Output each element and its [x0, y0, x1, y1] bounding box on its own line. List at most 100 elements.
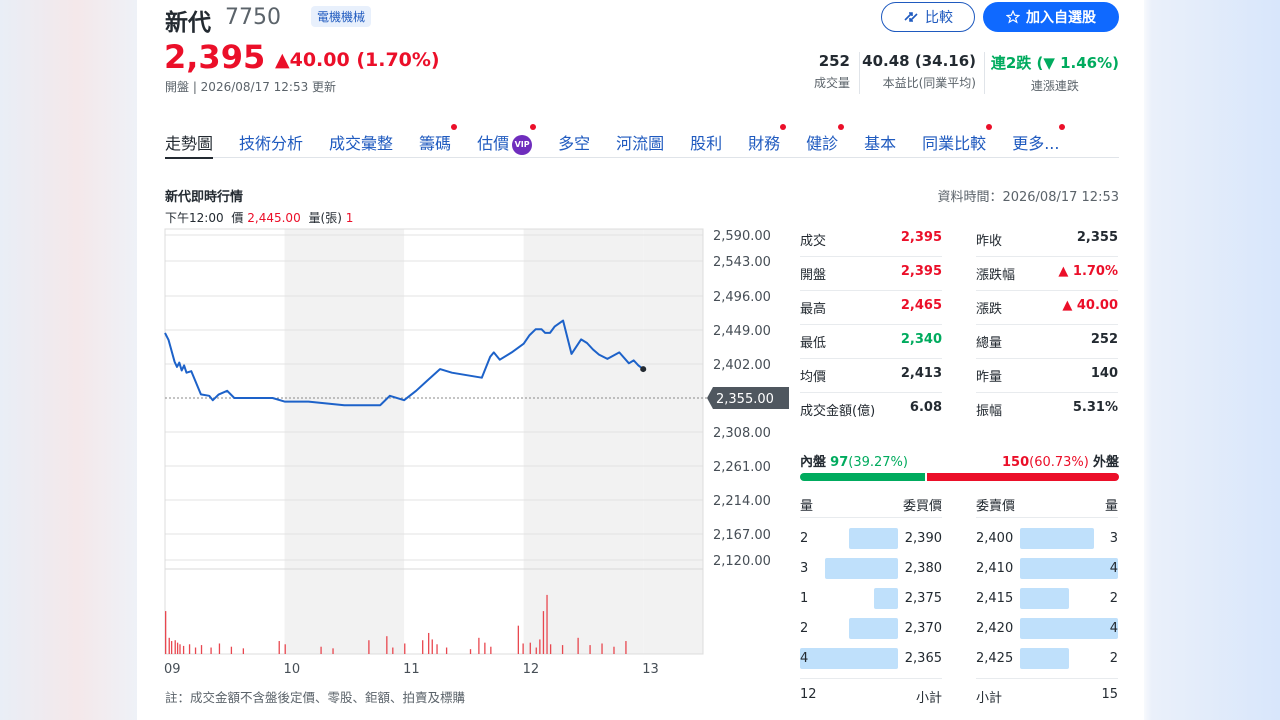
- ask-price: 2,410: [976, 561, 1014, 576]
- volume-bar: [320, 646, 322, 654]
- stock-name: 新代: [165, 10, 211, 36]
- row-divider: [800, 324, 942, 325]
- quote-value: ▲ 40.00: [1062, 298, 1118, 313]
- stock-code: 7750: [225, 5, 281, 30]
- volume-bar: [200, 645, 203, 654]
- tab-label: 成交彙整: [329, 134, 394, 153]
- tab-label: 財務: [748, 134, 781, 153]
- volume-bar: [278, 641, 280, 654]
- bid-price: 2,390: [904, 531, 942, 546]
- bid-price: 2,380: [904, 561, 942, 576]
- quote-value: 140: [1090, 366, 1118, 381]
- ask-qty: 4: [1109, 621, 1118, 636]
- compare-button[interactable]: 比較: [881, 2, 975, 32]
- volume-bar: [490, 646, 492, 654]
- data-time: 資料時間：2026/08/17 12:53: [937, 190, 1119, 205]
- outer-value: 150: [1001, 455, 1030, 470]
- y-tick-label: 2,120.00: [713, 554, 771, 569]
- outer-label: 外盤: [1092, 455, 1119, 470]
- tab-7[interactable]: 股利: [690, 122, 722, 158]
- y-tick-label: 2,214.00: [713, 494, 771, 509]
- hover-price: 2,445.00: [247, 211, 301, 225]
- tab-label: 基本: [864, 134, 897, 153]
- chart-hover-info: 下午12:00 價 2,445.00 量(張) 1: [165, 209, 353, 226]
- tab-1[interactable]: 技術分析: [239, 122, 303, 158]
- y-tick-label: 2,543.00: [713, 255, 771, 270]
- tab-2[interactable]: 成交彙整: [329, 122, 393, 158]
- bid-depth-bar: [873, 588, 898, 609]
- tab-4[interactable]: 估價 VIP: [477, 122, 537, 158]
- volume-bar: [589, 645, 591, 654]
- stat-volume: 252 成交量: [814, 52, 850, 91]
- bid-qty: 1: [800, 591, 809, 606]
- tab-12[interactable]: 更多...: [1012, 122, 1066, 158]
- hover-vol-label: 量(張): [308, 211, 342, 225]
- stat-volume-label: 成交量: [813, 76, 850, 90]
- tab-6[interactable]: 河流圖: [616, 122, 664, 158]
- quote-value: 2,465: [900, 298, 942, 313]
- tab-3[interactable]: 籌碼: [419, 122, 458, 158]
- volume-bar: [613, 646, 615, 654]
- stat-streak-label: 連漲連跌: [1030, 79, 1079, 93]
- ask-depth-bar: [1020, 648, 1069, 669]
- quote-label: 成交金額(億): [800, 404, 876, 419]
- y-tick-label: 2,308.00: [713, 426, 771, 441]
- quote-label: 昨收: [976, 234, 1003, 249]
- quote-label: 最高: [800, 302, 827, 317]
- quote-table: 成交 2,395 開盤 2,395 最高 2,465 最低 2,340 均價 2,413 成交金額(…: [800, 222, 1120, 426]
- volume-bar: [469, 649, 472, 654]
- tab-10[interactable]: 基本: [864, 122, 896, 158]
- ask-qty-header: 量: [1104, 499, 1118, 514]
- notification-dot-icon: [1059, 124, 1066, 130]
- hour-band: [284, 229, 405, 654]
- intraday-chart[interactable]: 2,590.00 2,543.00 2,496.00 2,449.00 2,402.00…: [164, 226, 789, 686]
- tab-11[interactable]: 同業比較: [922, 122, 993, 158]
- stat-pe-label: 本益比(同業平均): [882, 76, 976, 90]
- tab-label: 技術分析: [239, 134, 304, 153]
- row-divider: [800, 290, 942, 291]
- ask-price: 2,415: [976, 591, 1014, 606]
- stat-streak: 連2跌 (▼ 1.46%) 連漲連跌: [991, 52, 1119, 94]
- volume-bar: [174, 640, 176, 654]
- add-watchlist-button[interactable]: 加入自選股: [983, 2, 1119, 32]
- bid-price: 2,375: [904, 591, 942, 606]
- ask-price-header: 委賣價: [976, 499, 1016, 514]
- outer-volume: 150(60.73%) 外盤: [1002, 451, 1119, 470]
- volume-bar: [445, 647, 448, 654]
- volume-bar: [242, 648, 245, 654]
- ask-price: 2,420: [976, 621, 1014, 636]
- volume-bar: [601, 643, 603, 654]
- tab-5[interactable]: 多空: [558, 122, 590, 158]
- inner-label: 內盤: [800, 455, 827, 470]
- volume-bar: [170, 641, 173, 654]
- bid-depth-bar: [849, 618, 898, 639]
- ask-qty: 2: [1109, 591, 1118, 606]
- ask-qty: 3: [1109, 531, 1118, 546]
- notification-dot-icon: [780, 124, 787, 130]
- ask-depth-bar: [1020, 528, 1094, 549]
- tab-label: 更多...: [1012, 134, 1060, 153]
- inner-pct: (39.27%): [848, 455, 908, 470]
- tab-0[interactable]: 走勢圖: [165, 122, 214, 159]
- price-change: ▲40.00 (1.70%): [275, 49, 440, 71]
- hour-band: [523, 229, 644, 654]
- chart-note: 註：成交金額不含盤後定價、零股、鉅額、拍賣及標購: [165, 690, 466, 705]
- plot-border: [164, 228, 704, 655]
- compare-label: 比較: [925, 10, 953, 26]
- outer-pct: (60.73%): [1029, 455, 1089, 470]
- volume-bar: [194, 647, 197, 654]
- y-tick-label: 2,167.00: [713, 528, 771, 543]
- tab-label: 股利: [690, 134, 723, 153]
- volume-bar: [428, 632, 430, 654]
- x-tick-label: 09: [164, 662, 181, 677]
- row-divider: [976, 256, 1118, 257]
- tab-9[interactable]: 健診: [806, 122, 845, 158]
- inout-ratio-bar: [800, 473, 1119, 481]
- add-watchlist-label: 加入自選股: [1026, 10, 1096, 26]
- ratio-gap: [925, 473, 928, 481]
- industry-tag[interactable]: 電機機械: [311, 6, 372, 27]
- tab-8[interactable]: 財務: [748, 122, 787, 158]
- volume-bar: [168, 637, 170, 654]
- quote-label: 最低: [800, 336, 827, 351]
- quote-value: 2,395: [900, 264, 942, 279]
